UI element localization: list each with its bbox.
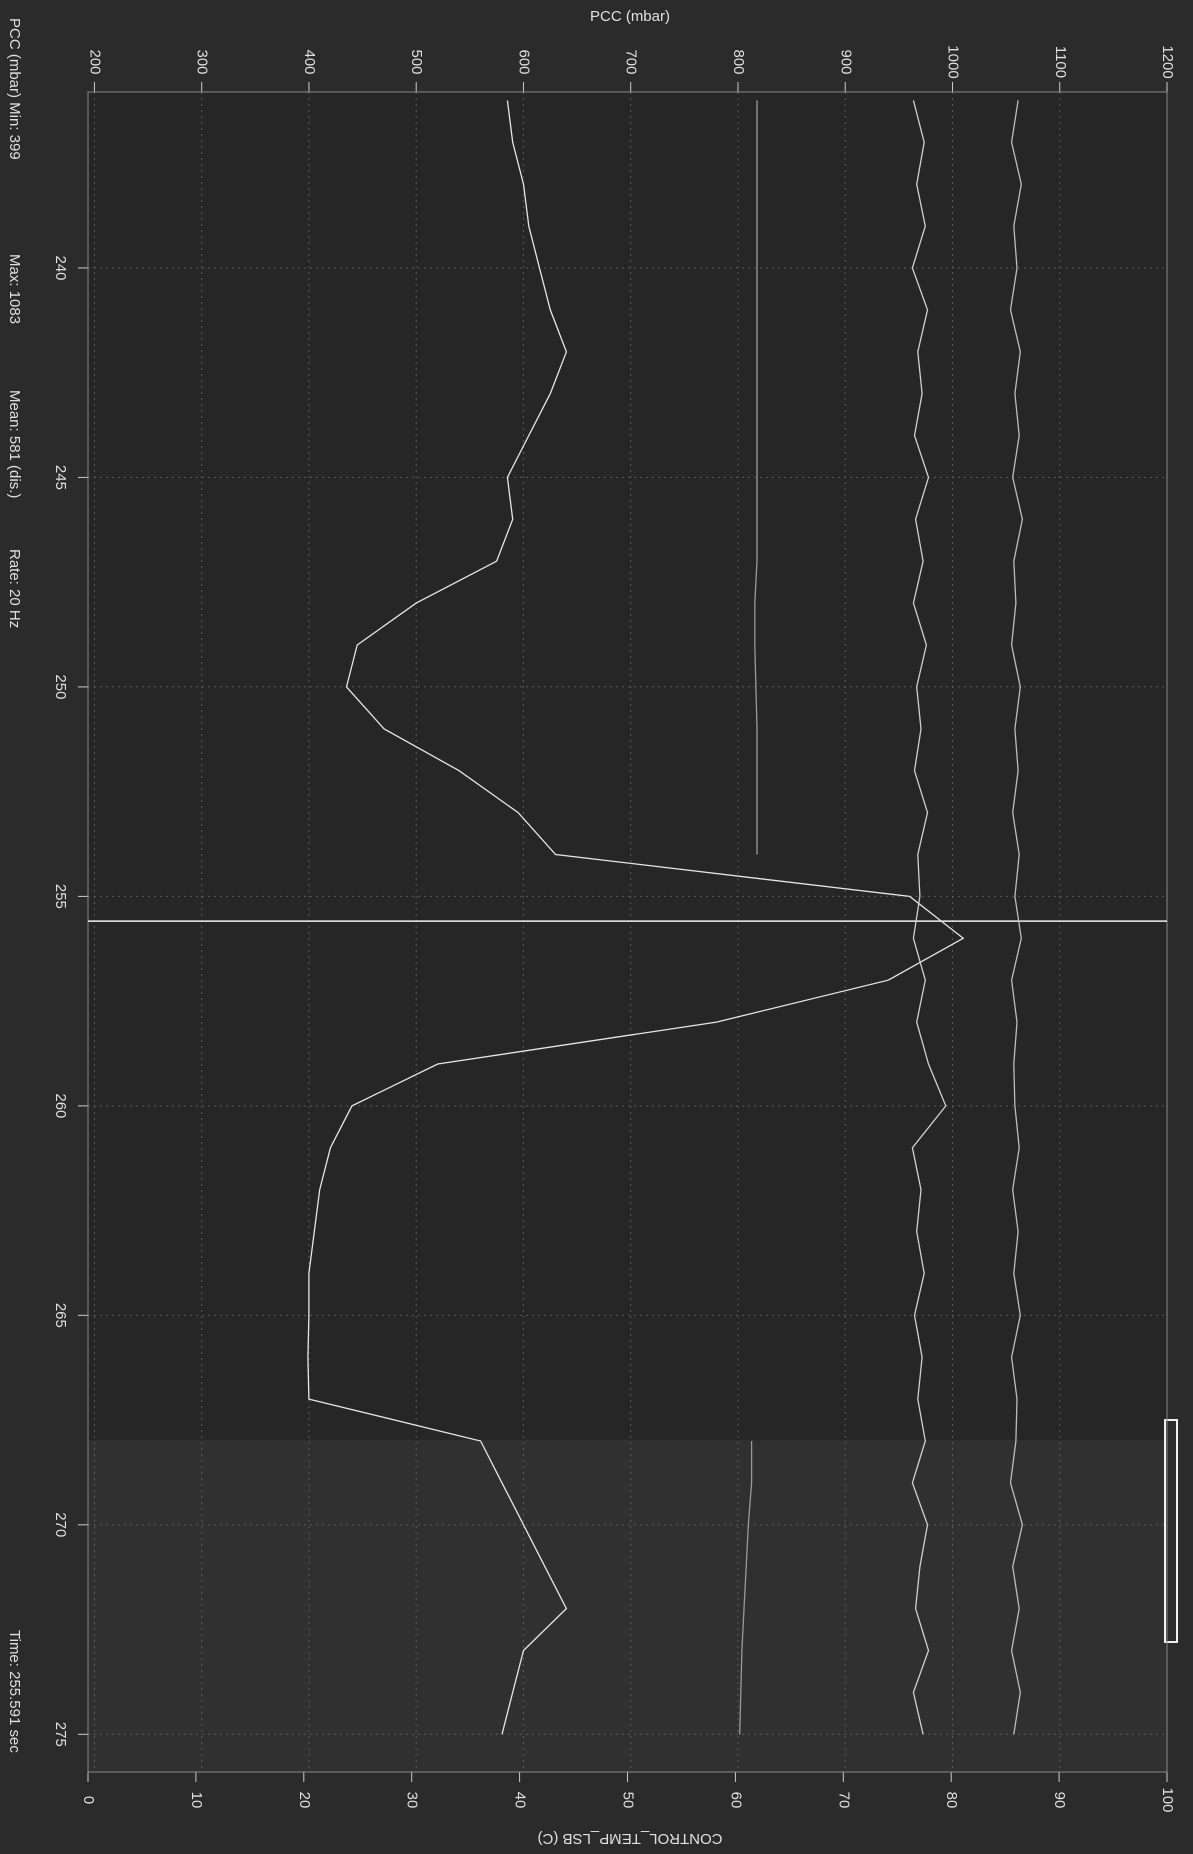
y-tick-label: 600 <box>515 49 532 74</box>
x-tick-label: 255 <box>52 884 69 909</box>
y2-tick-label: 70 <box>835 1792 852 1809</box>
y2-tick-label: 10 <box>188 1792 205 1809</box>
x-tick-label: 270 <box>52 1512 69 1537</box>
plot-frame <box>87 91 1168 1773</box>
y2-tick-label: 80 <box>943 1792 960 1809</box>
x-tick-label: 245 <box>52 465 69 490</box>
x-tick-label: 250 <box>52 674 69 699</box>
y2-tick-label: 90 <box>1051 1792 1068 1809</box>
y2-tick-label: 100 <box>1159 1787 1176 1812</box>
x-tick-label: 275 <box>52 1722 69 1747</box>
y-tick-label: 300 <box>194 49 211 74</box>
y-tick-label: 400 <box>301 49 318 74</box>
y2-axis-title: CONTROL_TEMP_LSB (C) <box>537 1830 722 1847</box>
y-tick-label: 1100 <box>1052 46 1069 78</box>
scroll-thumb[interactable] <box>1164 1419 1178 1643</box>
cursor-label: Time: 255.591 sec <box>6 1630 23 1753</box>
y-tick-label: 900 <box>837 49 854 74</box>
data-line <box>911 100 947 1735</box>
y-axis-title: PCC (mbar) <box>590 8 670 25</box>
y-tick-label: 800 <box>730 49 747 74</box>
y-tick-label: 1200 <box>1159 45 1176 78</box>
y2-tick-label: 0 <box>80 1796 97 1804</box>
data-line <box>754 100 758 855</box>
y2-tick-label: 20 <box>296 1792 313 1809</box>
info-text: Rate: 20 Hz <box>6 549 23 628</box>
y2-tick-label: 50 <box>620 1792 637 1809</box>
data-line <box>739 1441 753 1735</box>
x-tick-label: 260 <box>52 1093 69 1118</box>
y2-tick-label: 40 <box>512 1792 529 1809</box>
info-text: PCC (mbar) Min: 399 <box>6 18 23 160</box>
x-tick-label: 240 <box>52 255 69 280</box>
info-text: Max: 1083 <box>6 254 23 324</box>
shaded-region <box>88 1440 1167 1772</box>
y2-tick-label: 30 <box>404 1792 421 1809</box>
y-tick-label: 1000 <box>945 45 962 78</box>
data-line <box>1009 100 1024 1735</box>
y-tick-label: 700 <box>623 49 640 74</box>
y-tick-label: 500 <box>408 49 425 74</box>
data-line <box>307 100 965 1735</box>
y2-tick-label: 60 <box>727 1792 744 1809</box>
x-tick-label: 265 <box>52 1303 69 1328</box>
y-tick-label: 200 <box>86 49 103 74</box>
info-text: Mean: 581 (dis.) <box>6 390 23 498</box>
